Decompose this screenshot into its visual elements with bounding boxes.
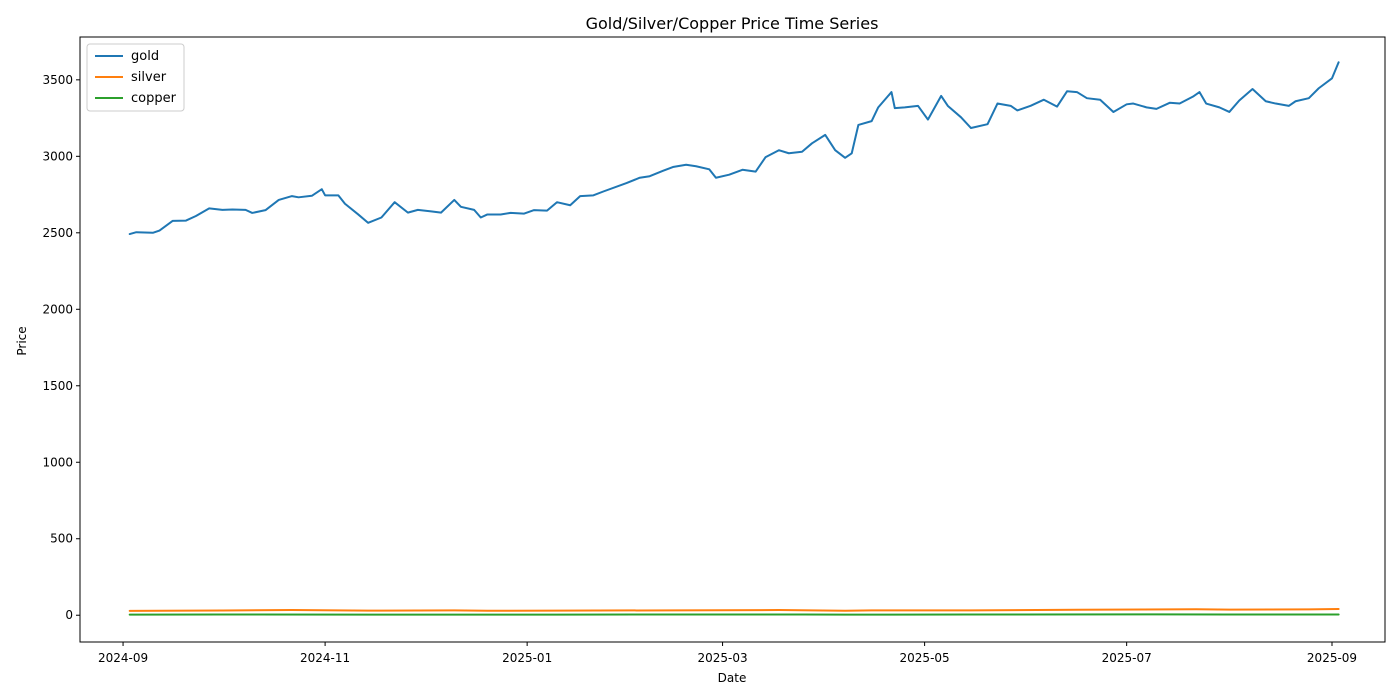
y-tick-label: 500	[50, 532, 73, 546]
y-tick-label: 1000	[42, 455, 73, 469]
x-tick-label: 2025-07	[1102, 651, 1152, 665]
x-tick-label: 2024-11	[300, 651, 350, 665]
legend-box	[86, 43, 185, 112]
x-tick-label: 2025-03	[697, 651, 747, 665]
legend-label-silver: silver	[131, 70, 167, 85]
series-line-gold	[128, 61, 1340, 236]
series-line-silver	[128, 607, 1340, 612]
x-tick-label: 2025-09	[1307, 651, 1357, 665]
axes: 2024-09 2024-11 2025-01 2025-03 2025-05 2025-…	[42, 36, 1386, 665]
y-tick-label: 3000	[42, 149, 73, 163]
axes-frame	[79, 36, 1386, 643]
chart-title: Gold/Silver/Copper Price Time Series	[586, 14, 879, 33]
y-tick-label: 1500	[42, 379, 73, 393]
x-tick-label: 2024-09	[98, 651, 148, 665]
legend: gold silver copper	[86, 43, 185, 112]
y-tick-label: 2000	[42, 302, 73, 316]
x-tick-label: 2025-05	[900, 651, 950, 665]
y-tick-label: 0	[65, 608, 73, 622]
plot-area	[128, 61, 1340, 616]
x-tick-label: 2025-01	[502, 651, 552, 665]
legend-label-gold: gold	[131, 49, 159, 64]
y-tick-label: 3500	[42, 73, 73, 87]
y-axis-label: Price	[15, 326, 29, 355]
x-axis-label: Date	[718, 671, 747, 685]
legend-label-copper: copper	[131, 91, 177, 106]
y-tick-label: 2500	[42, 226, 73, 240]
